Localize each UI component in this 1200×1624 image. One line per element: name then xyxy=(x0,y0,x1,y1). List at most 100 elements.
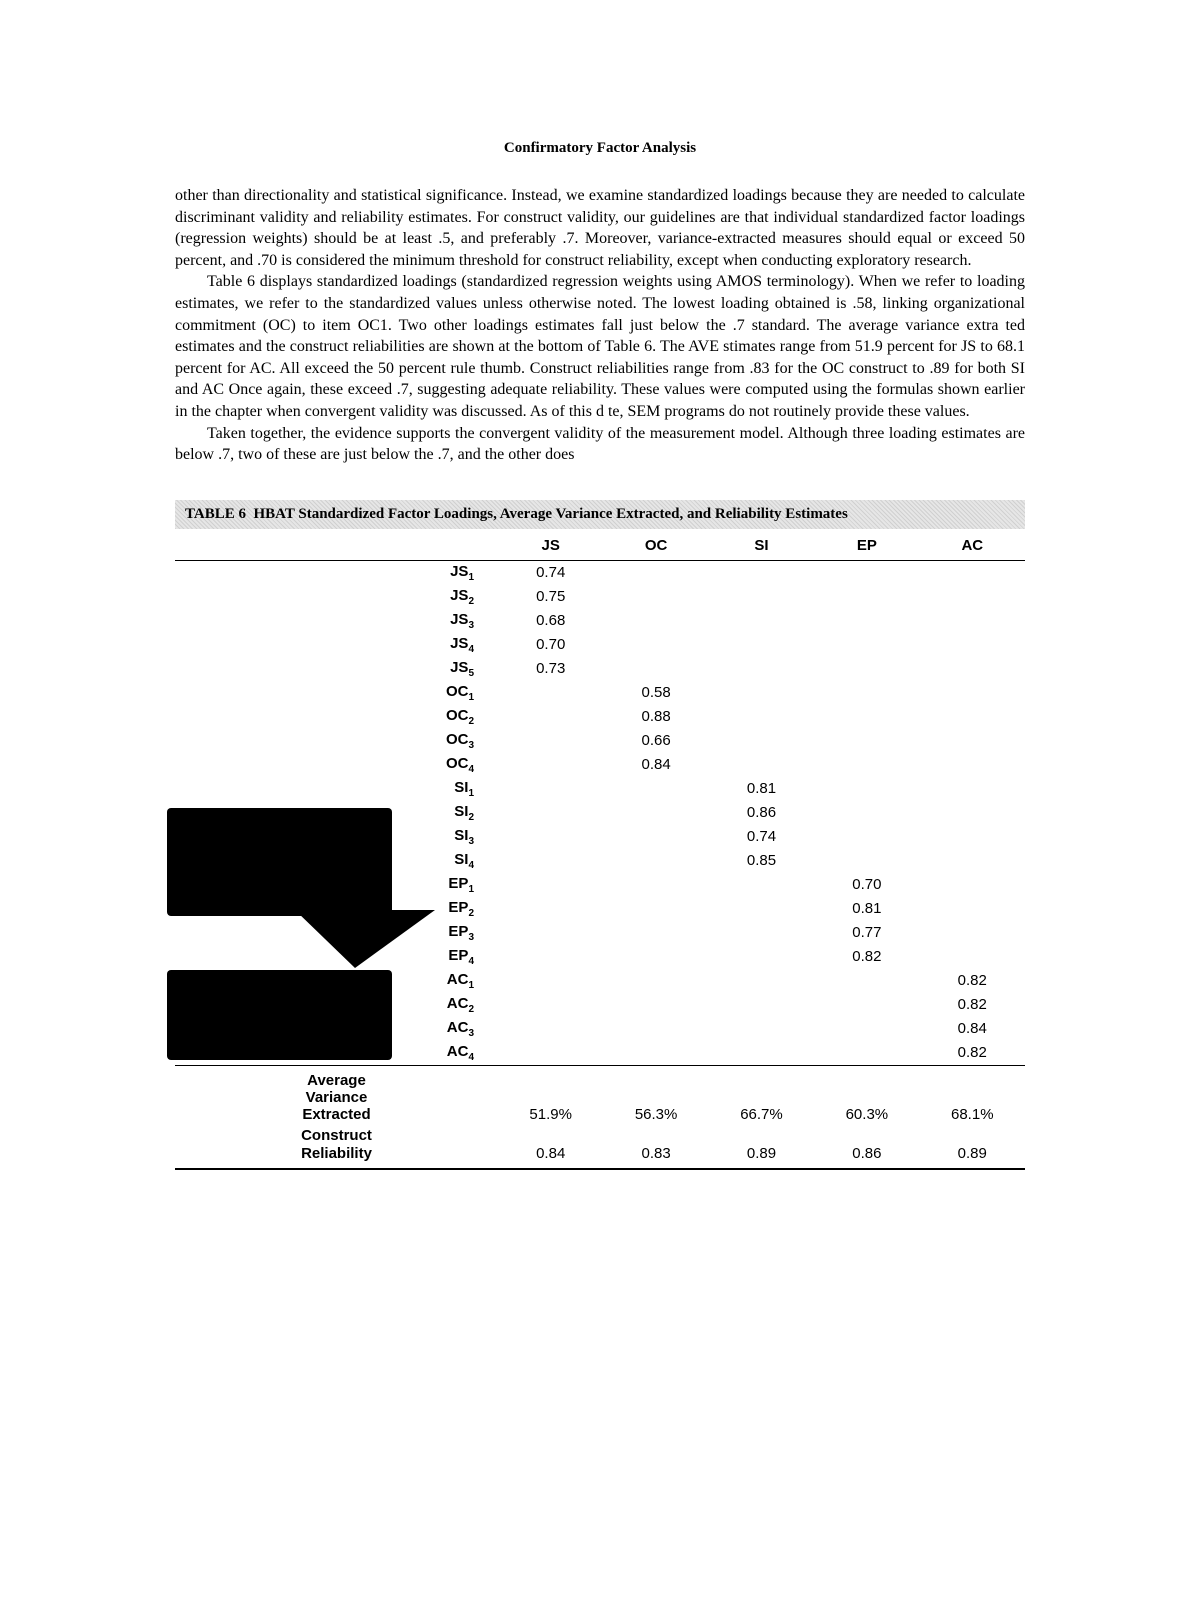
table-cell xyxy=(603,801,708,825)
table-cell xyxy=(814,681,919,705)
table-cell xyxy=(709,873,814,897)
table-cell xyxy=(814,801,919,825)
table-cell: 0.84 xyxy=(603,753,708,777)
body-text: other than directionality and statistica… xyxy=(175,185,1025,466)
table-caption-text: HBAT Standardized Factor Loadings, Avera… xyxy=(254,506,848,522)
redaction-block xyxy=(167,808,392,916)
table-cell: 0.70 xyxy=(814,873,919,897)
table-cell: 0.68 xyxy=(498,609,603,633)
table-cell xyxy=(814,825,919,849)
table-cell xyxy=(920,729,1025,753)
table-cell xyxy=(920,825,1025,849)
table-cell xyxy=(498,681,603,705)
table-cell xyxy=(498,753,603,777)
table-cell: 0.74 xyxy=(498,560,603,585)
table-row: OC4 0.84 xyxy=(175,753,1025,777)
table-row: OC10.58 xyxy=(175,681,1025,705)
table-cell: 0.58 xyxy=(603,681,708,705)
table-cell xyxy=(498,705,603,729)
table-cell xyxy=(709,729,814,753)
table-cell xyxy=(709,753,814,777)
table-cell: 0.82 xyxy=(920,1041,1025,1066)
table-cell xyxy=(920,753,1025,777)
table-cell xyxy=(814,729,919,753)
table-cell xyxy=(920,921,1025,945)
row-label: JS3 xyxy=(175,609,498,633)
table-caption: TABLE 6 HBAT Standardized Factor Loading… xyxy=(175,500,1025,529)
row-label: JS2 xyxy=(175,585,498,609)
col-header: OC xyxy=(603,529,708,561)
table-cell: 0.84 xyxy=(920,1017,1025,1041)
paragraph: Taken together, the evidence supports th… xyxy=(175,423,1025,466)
table-header-row: JS OC SI EP AC xyxy=(175,529,1025,561)
table-cell: 0.77 xyxy=(814,921,919,945)
table-row: JS40.70 xyxy=(175,633,1025,657)
table-cell xyxy=(498,873,603,897)
table-cell xyxy=(603,969,708,993)
paragraph: Table 6 displays standardized loadings (… xyxy=(175,271,1025,422)
table-number: TABLE 6 xyxy=(185,506,246,522)
table-row: JS10.74 xyxy=(175,560,1025,585)
table-cell xyxy=(709,609,814,633)
summary-cell: 51.9% xyxy=(498,1065,603,1125)
table-cell xyxy=(709,657,814,681)
row-label: JS5 xyxy=(175,657,498,681)
table-cell xyxy=(709,897,814,921)
table-cell xyxy=(920,849,1025,873)
table-cell: 0.81 xyxy=(814,897,919,921)
table-cell xyxy=(814,753,919,777)
row-label: OC3 xyxy=(175,729,498,753)
summary-cell: 60.3% xyxy=(814,1065,919,1125)
table-cell xyxy=(603,657,708,681)
table-cell xyxy=(814,1041,919,1066)
page: Confirmatory Factor Analysis other than … xyxy=(175,0,1025,1270)
table-cell xyxy=(498,1017,603,1041)
table-cell xyxy=(709,585,814,609)
table-cell xyxy=(498,993,603,1017)
table-cell xyxy=(498,801,603,825)
page-title: Confirmatory Factor Analysis xyxy=(175,140,1025,157)
table-cell: 0.74 xyxy=(709,825,814,849)
summary-label: AverageVarianceExtracted xyxy=(175,1065,498,1125)
table-cell xyxy=(709,560,814,585)
table-cell xyxy=(814,560,919,585)
table-cell xyxy=(498,825,603,849)
table-cell xyxy=(920,633,1025,657)
table-cell xyxy=(603,849,708,873)
table-cell xyxy=(920,657,1025,681)
table-cell: 0.82 xyxy=(920,993,1025,1017)
table-cell xyxy=(603,993,708,1017)
table-cell xyxy=(920,560,1025,585)
col-header: SI xyxy=(709,529,814,561)
summary-cell: 0.89 xyxy=(709,1125,814,1169)
table-cell xyxy=(498,897,603,921)
table-cell xyxy=(498,921,603,945)
table-cell: 0.73 xyxy=(498,657,603,681)
row-label: SI1 xyxy=(175,777,498,801)
summary-cell: 0.86 xyxy=(814,1125,919,1169)
table-cell xyxy=(709,945,814,969)
table-row: OC20.88 xyxy=(175,705,1025,729)
summary-row: AverageVarianceExtracted51.9%56.3%66.7%6… xyxy=(175,1065,1025,1125)
table-cell xyxy=(814,993,919,1017)
table-cell: 0.86 xyxy=(709,801,814,825)
table-cell xyxy=(603,921,708,945)
table-cell xyxy=(814,609,919,633)
table-row: JS30.68 xyxy=(175,609,1025,633)
table-cell: 0.82 xyxy=(920,969,1025,993)
table-cell xyxy=(603,560,708,585)
table-cell: 0.75 xyxy=(498,585,603,609)
table-cell: 0.81 xyxy=(709,777,814,801)
table-cell xyxy=(709,633,814,657)
table-row: JS20.75 xyxy=(175,585,1025,609)
summary-cell: 0.84 xyxy=(498,1125,603,1169)
table-cell xyxy=(920,705,1025,729)
row-label: OC4 xyxy=(175,753,498,777)
redaction-block xyxy=(167,970,392,1060)
col-header: JS xyxy=(498,529,603,561)
table-cell xyxy=(920,777,1025,801)
table-cell xyxy=(498,729,603,753)
table-cell xyxy=(920,801,1025,825)
table-cell xyxy=(814,777,919,801)
row-label: OC2 xyxy=(175,705,498,729)
